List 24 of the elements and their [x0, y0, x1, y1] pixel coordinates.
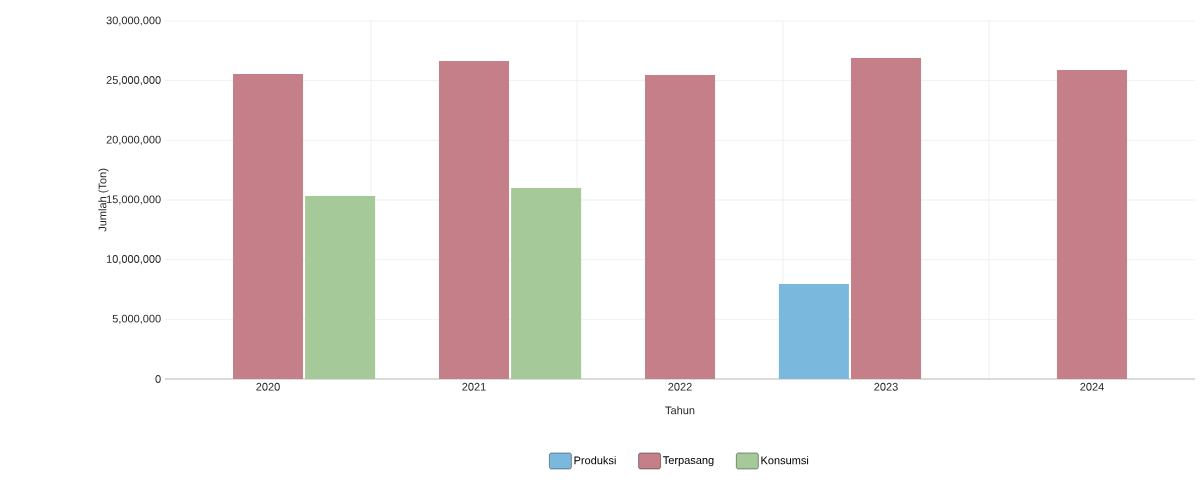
- x-tick-label: 2024: [1080, 382, 1104, 391]
- x-tick-label: 2020: [256, 382, 280, 391]
- legend-label: Terpasang: [663, 456, 714, 467]
- bar: [778, 284, 849, 379]
- x-tick-label: 2021: [462, 382, 486, 391]
- bar: [305, 196, 376, 379]
- x-tick-label: 2023: [874, 382, 898, 391]
- x-tick-label: 2022: [668, 382, 692, 391]
- bar: [232, 73, 304, 379]
- bar: [644, 75, 716, 379]
- y-tick-label: 15,000,000: [106, 195, 161, 205]
- y-tick-label: 20,000,000: [106, 135, 161, 145]
- bar: [438, 60, 510, 379]
- bar: [511, 188, 582, 379]
- y-tick-label: 5,000,000: [112, 314, 161, 324]
- y-tick-label: 0: [155, 375, 161, 383]
- bar: [1056, 69, 1128, 379]
- bar: [850, 57, 922, 379]
- x-axis-title: Tahun: [665, 406, 695, 415]
- legend-label: Produksi: [574, 456, 616, 465]
- y-tick-label: 10,000,000: [106, 255, 161, 265]
- y-tick-label: 30,000,000: [106, 16, 161, 26]
- legend-label: Konsumsi: [761, 456, 809, 465]
- y-tick-label: 25,000,000: [106, 76, 161, 86]
